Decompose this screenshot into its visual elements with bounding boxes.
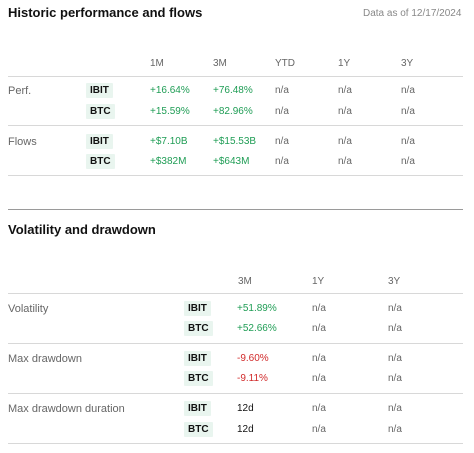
ticker-badge-btc: BTC [86,154,115,169]
perf-btc-1m: +15.59% [150,106,190,117]
data-as-of-date: Data as of 12/17/2024 [363,8,462,19]
flows-ibit-1y: n/a [338,136,352,147]
max-drawdown-ibit-3m: -9.60% [237,353,269,364]
divider [8,293,463,294]
divider [8,343,463,344]
max-drawdown-btc-1y: n/a [312,373,326,384]
row-label-max-drawdown-duration: Max drawdown duration [8,403,125,415]
divider [8,443,463,444]
max-drawdown-duration-btc-3y: n/a [388,424,402,435]
volatility-btc-1y: n/a [312,323,326,334]
divider [8,175,463,176]
section-title-performance: Historic performance and flows [8,5,203,20]
flows-btc-1y: n/a [338,156,352,167]
max-drawdown-duration-ibit-3m: 12d [237,403,254,414]
perf-btc-3m: +82.96% [213,106,253,117]
col-header-ytd: YTD [275,58,295,69]
flows-btc-ytd: n/a [275,156,289,167]
divider [8,76,463,77]
perf-btc-1y: n/a [338,106,352,117]
flows-btc-3m: +$643M [213,156,250,167]
volatility-btc-3m: +52.66% [237,323,277,334]
divider [8,125,463,126]
volatility-ibit-3m: +51.89% [237,303,277,314]
col-header-1y: 1Y [338,58,351,69]
perf-ibit-ytd: n/a [275,85,289,96]
ticker-badge-btc: BTC [184,321,213,336]
row-label-volatility: Volatility [8,303,49,315]
max-drawdown-duration-btc-3m: 12d [237,424,254,435]
volatility-ibit-3y: n/a [388,303,402,314]
volatility-btc-3y: n/a [388,323,402,334]
ticker-badge-ibit: IBIT [86,134,113,149]
max-drawdown-ibit-3y: n/a [388,353,402,364]
divider [8,393,463,394]
max-drawdown-ibit-1y: n/a [312,353,326,364]
ticker-badge-ibit: IBIT [184,401,211,416]
col-header-3y: 3Y [401,58,414,69]
section-title-volatility: Volatility and drawdown [8,222,156,237]
flows-btc-1m: +$382M [150,156,187,167]
col-header-3m: 3M [238,276,252,287]
volatility-ibit-1y: n/a [312,303,326,314]
flows-ibit-1m: +$7.10B [150,136,188,147]
max-drawdown-duration-btc-1y: n/a [312,424,326,435]
ticker-badge-btc: BTC [184,371,213,386]
col-header-3y: 3Y [388,276,401,287]
max-drawdown-btc-3m: -9.11% [237,373,268,384]
col-header-1m: 1M [150,58,164,69]
perf-ibit-1y: n/a [338,85,352,96]
row-label-perf: Perf. [8,85,32,97]
col-header-3m: 3M [213,58,227,69]
flows-ibit-ytd: n/a [275,136,289,147]
perf-btc-3y: n/a [401,106,415,117]
ticker-badge-btc: BTC [86,104,115,119]
ticker-badge-ibit: IBIT [184,351,211,366]
perf-ibit-3y: n/a [401,85,415,96]
ticker-badge-ibit: IBIT [184,301,211,316]
flows-ibit-3y: n/a [401,136,415,147]
flows-ibit-3m: +$15.53B [213,136,257,147]
col-header-1y: 1Y [312,276,325,287]
max-drawdown-duration-ibit-3y: n/a [388,403,402,414]
perf-btc-ytd: n/a [275,106,289,117]
row-label-flows: Flows [8,136,37,148]
flows-btc-3y: n/a [401,156,415,167]
max-drawdown-btc-3y: n/a [388,373,402,384]
section-divider [8,209,463,210]
perf-ibit-1m: +16.64% [150,85,190,96]
max-drawdown-duration-ibit-1y: n/a [312,403,326,414]
perf-ibit-3m: +76.48% [213,85,253,96]
row-label-max-drawdown: Max drawdown [8,353,82,365]
ticker-badge-ibit: IBIT [86,83,113,98]
ticker-badge-btc: BTC [184,422,213,437]
